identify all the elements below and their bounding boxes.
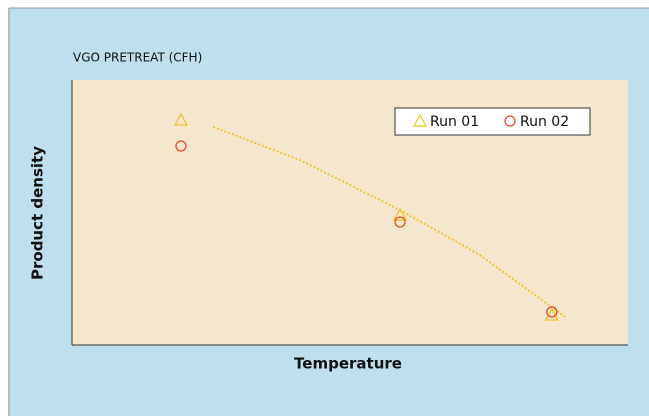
legend-marker — [412, 113, 428, 127]
legend-label: Run 02 — [520, 114, 569, 130]
legend-marker — [504, 115, 516, 127]
legend-label: Run 01 — [430, 114, 479, 130]
triangle-marker — [544, 307, 559, 321]
triangle-marker — [173, 112, 188, 126]
circle-marker — [546, 306, 558, 318]
triangle-marker — [393, 207, 408, 221]
y-axis-label: Product density — [29, 146, 47, 280]
chart-title: VGO PRETREAT (CFH) — [73, 51, 202, 65]
circle-marker — [175, 140, 187, 152]
x-axis-label: Temperature — [294, 355, 402, 373]
legend — [394, 107, 591, 136]
circle-marker — [394, 216, 406, 228]
